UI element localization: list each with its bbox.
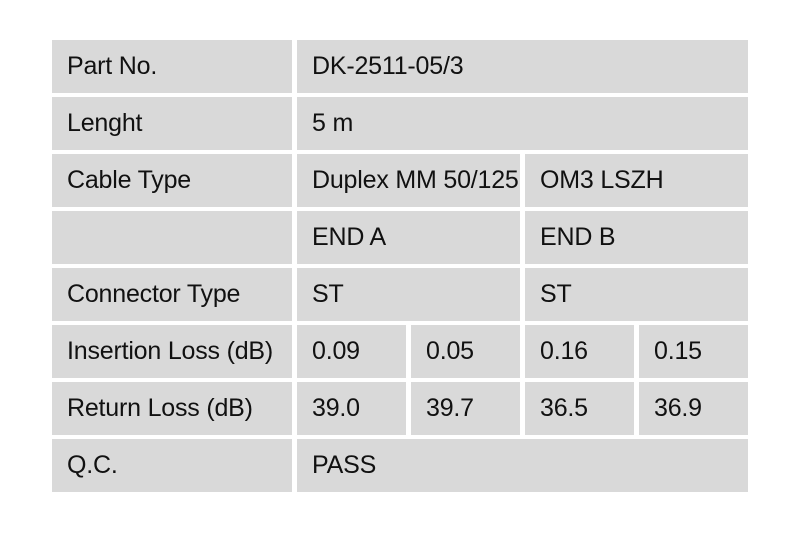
cable-type-value-2: OM3 LSZH — [525, 154, 748, 207]
insertion-loss-end-b-2: 0.15 — [639, 325, 748, 378]
return-loss-label: Return Loss (dB) — [52, 382, 292, 435]
part-no-value: DK-2511-05/3 — [297, 40, 748, 93]
end-a-header: END A — [297, 211, 520, 264]
insertion-loss-end-b-1: 0.16 — [525, 325, 634, 378]
qc-result-value: PASS — [297, 439, 748, 492]
insertion-loss-end-a-1: 0.09 — [297, 325, 406, 378]
connector-type-end-a: ST — [297, 268, 520, 321]
insertion-loss-label: Insertion Loss (dB) — [52, 325, 292, 378]
connector-type-label: Connector Type — [52, 268, 292, 321]
length-label: Lenght — [52, 97, 292, 150]
return-loss-end-b-2: 36.9 — [639, 382, 748, 435]
insertion-loss-end-a-2: 0.05 — [411, 325, 520, 378]
return-loss-end-b-1: 36.5 — [525, 382, 634, 435]
connector-type-end-b: ST — [525, 268, 748, 321]
empty-cell — [52, 211, 292, 264]
length-value: 5 m — [297, 97, 748, 150]
cable-type-value: Duplex MM 50/125 — [297, 154, 520, 207]
return-loss-end-a-2: 39.7 — [411, 382, 520, 435]
qc-label: Q.C. — [52, 439, 292, 492]
qc-report-table: Part No. DK-2511-05/3 Lenght 5 m Cable T… — [52, 40, 748, 492]
cable-type-label: Cable Type — [52, 154, 292, 207]
end-b-header: END B — [525, 211, 748, 264]
part-no-label: Part No. — [52, 40, 292, 93]
return-loss-end-a-1: 39.0 — [297, 382, 406, 435]
